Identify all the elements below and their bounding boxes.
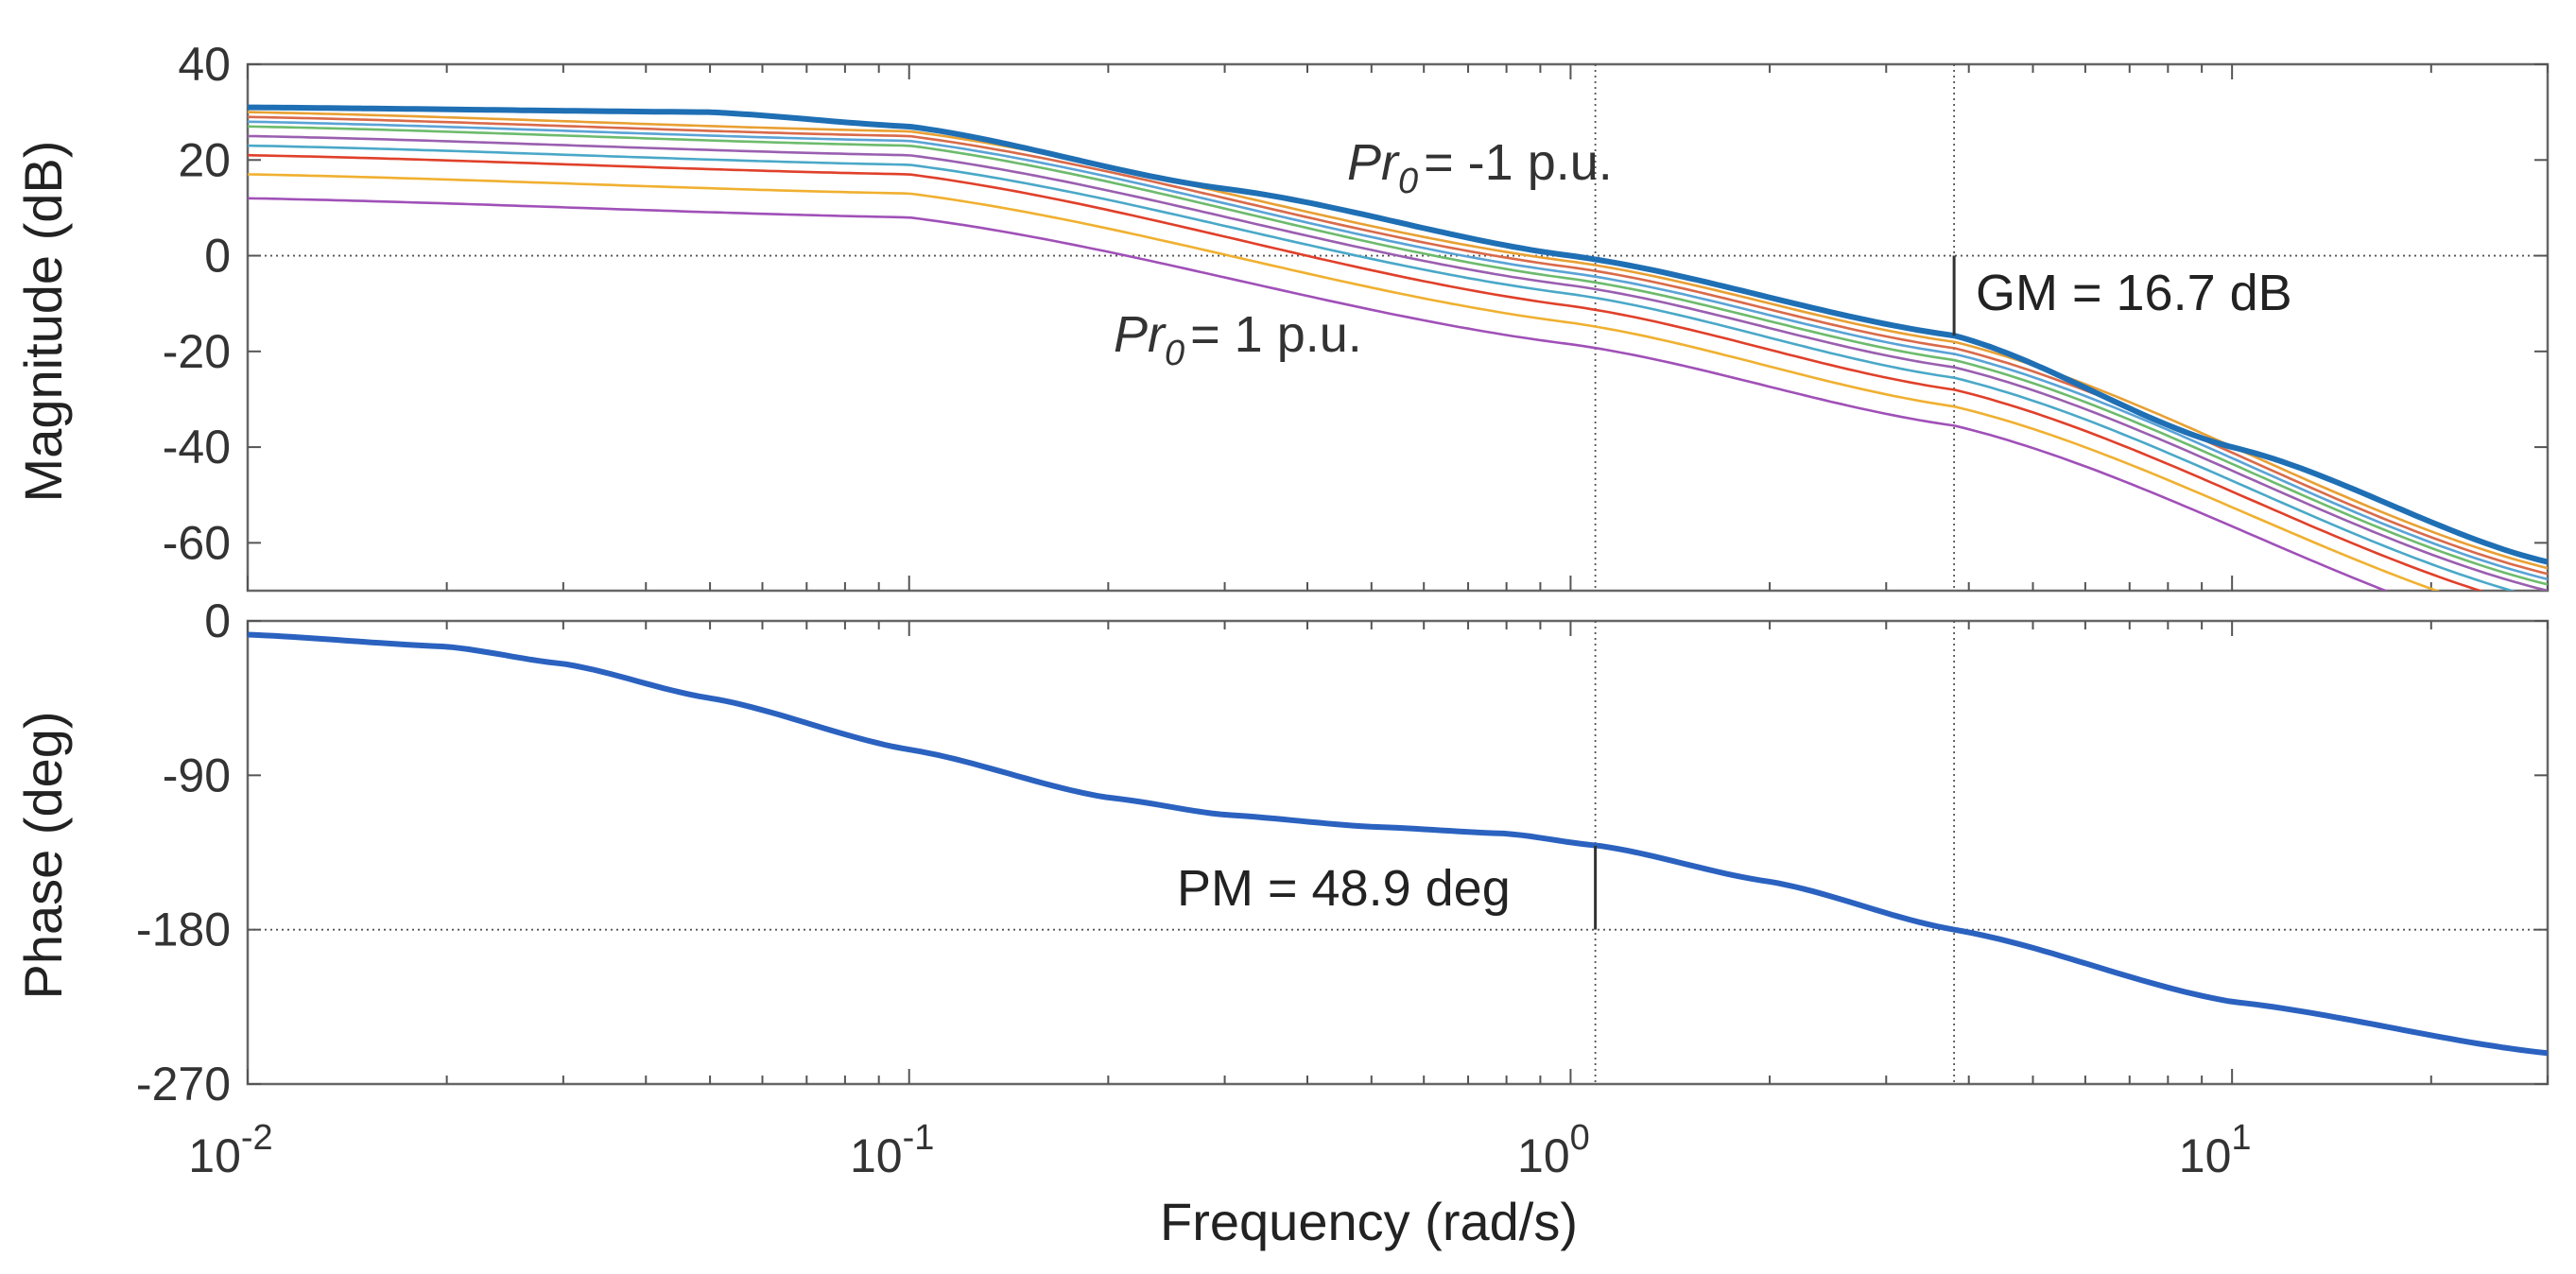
xtick-label-exponent: 1 — [2231, 1118, 2251, 1158]
magnitude-ytick-label: 20 — [178, 133, 231, 186]
pr0-min-label-rest: = -1 p.u. — [1424, 134, 1613, 191]
phase-plot: 0 -90 -180 -270 — [136, 594, 2550, 1110]
magnitude-series-line — [248, 197, 2390, 591]
xtick-label-base: 10 — [1517, 1129, 1570, 1182]
frequency-axis-label: Frequency (rad/s) — [1160, 1192, 1578, 1251]
magnitude-ytick-label: -20 — [163, 325, 231, 378]
magnitude-series-line — [248, 120, 2548, 581]
xtick-label: 101 — [2179, 1118, 2252, 1182]
magnitude-ytick-label: 40 — [178, 38, 231, 91]
pr0-min-label-sub: 0 — [1398, 162, 1418, 201]
magnitude-series-line — [248, 111, 2548, 570]
pr0-max-label: Pr0 = 1 p.u. — [1114, 306, 1362, 373]
xtick-label: 100 — [1517, 1118, 1590, 1182]
magnitude-axis-label: Magnitude (dB) — [13, 141, 73, 503]
xtick-label-base: 10 — [188, 1129, 241, 1182]
phase-ytick-label: 0 — [204, 594, 231, 647]
xtick-label-exponent: -2 — [241, 1118, 273, 1158]
phase-ytick-label: -270 — [136, 1058, 231, 1110]
x-tick-labels: 10-2 10-1 100 101 — [188, 1118, 2251, 1182]
magnitude-ytick-label: -60 — [163, 516, 231, 569]
phase-margin-label: PM = 48.9 deg — [1177, 860, 1511, 917]
pr0-max-label-sub: 0 — [1165, 334, 1184, 373]
xtick-label-base: 10 — [2179, 1129, 2232, 1182]
phase-axis-label: Phase (deg) — [13, 711, 73, 999]
xtick-label-exponent: 0 — [1570, 1118, 1590, 1158]
magnitude-series-line — [248, 153, 2484, 591]
pr0-max-label-rest: = 1 p.u. — [1190, 306, 1362, 363]
pr0-min-label-main: Pr — [1347, 134, 1400, 191]
xtick-label: 10-1 — [850, 1118, 934, 1182]
xtick-label-base: 10 — [850, 1129, 903, 1182]
pr0-max-label-main: Pr — [1114, 306, 1167, 363]
magnitude-series-line — [248, 144, 2516, 591]
magnitude-plot: 40 20 0 -20 -40 -60 — [163, 38, 2550, 593]
magnitude-ytick-label: -40 — [163, 421, 231, 473]
pr0-min-label: Pr0 = -1 p.u. — [1347, 134, 1613, 201]
magnitude-series-line — [248, 134, 2548, 591]
phase-series-line — [248, 631, 2548, 1057]
xtick-label: 10-2 — [188, 1118, 272, 1182]
phase-frame — [246, 619, 2550, 1086]
xtick-label-exponent: -1 — [903, 1118, 935, 1158]
magnitude-series-line — [248, 125, 2548, 586]
magnitude-series-line — [248, 104, 2548, 565]
phase-ytick-label: -90 — [163, 749, 231, 801]
gain-margin-label: GM = 16.7 dB — [1976, 265, 2292, 321]
phase-ytick-label: -180 — [136, 904, 231, 956]
magnitude-frame — [246, 62, 2550, 593]
magnitude-ytick-label: 0 — [204, 230, 231, 283]
magnitude-series-line — [248, 173, 2441, 591]
